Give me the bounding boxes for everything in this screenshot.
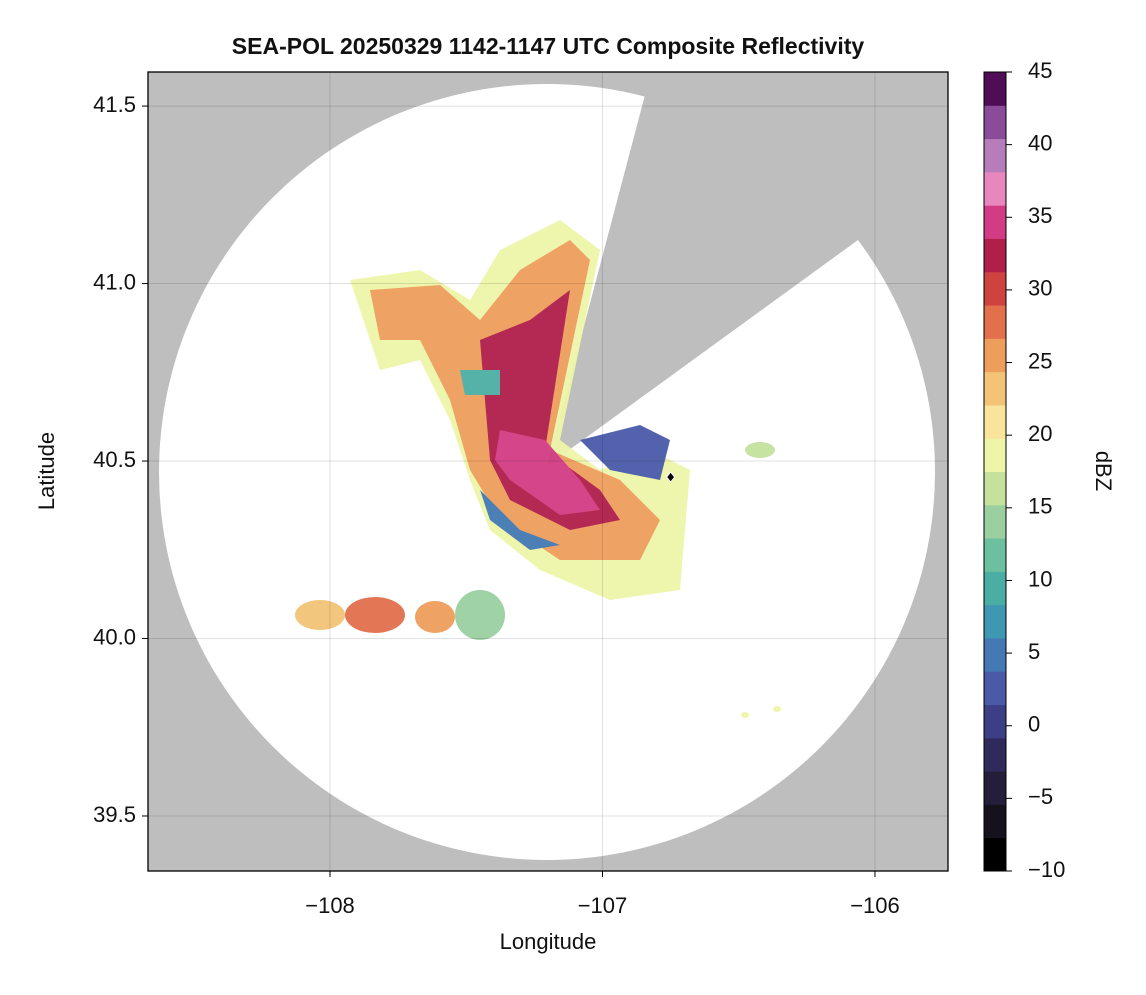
plot-frame bbox=[147, 71, 949, 872]
y-tick-label: 41.0 bbox=[93, 269, 136, 294]
y-tick-label: 40.5 bbox=[93, 447, 136, 472]
colorbar-tick-label: 40 bbox=[1028, 130, 1052, 155]
colorbar-bin bbox=[984, 604, 1006, 639]
y-tick-label: 41.5 bbox=[93, 92, 136, 117]
colorbar-bin bbox=[984, 404, 1006, 439]
x-tick-label: −107 bbox=[578, 893, 628, 918]
colorbar-bin bbox=[984, 271, 1006, 306]
y-tick-label: 39.5 bbox=[93, 802, 136, 827]
colorbar-tick-label: 30 bbox=[1028, 276, 1052, 301]
colorbar-frame bbox=[983, 71, 1007, 872]
colorbar-tick-label: 45 bbox=[1028, 58, 1052, 83]
y-tick-label: 40.0 bbox=[93, 624, 136, 649]
colorbar-tick-label: 10 bbox=[1028, 566, 1052, 591]
colorbar-bin bbox=[984, 471, 1006, 506]
blocked-sector bbox=[547, 72, 898, 466]
y-axis-label: Latitude bbox=[34, 432, 59, 510]
colorbar-tick-label: −10 bbox=[1028, 857, 1065, 882]
colorbar-bin bbox=[984, 804, 1006, 839]
colorbar-tick-label: 25 bbox=[1028, 348, 1052, 373]
echoes bbox=[295, 220, 781, 718]
colorbar-bin bbox=[984, 671, 1006, 706]
colorbar-bin bbox=[984, 171, 1006, 206]
colorbar-tick-label: −5 bbox=[1028, 784, 1053, 809]
colorbar-bin bbox=[984, 704, 1006, 739]
x-axis-label: Longitude bbox=[500, 929, 597, 954]
colorbar-bin bbox=[984, 771, 1006, 805]
colorbar-tick-label: 0 bbox=[1028, 712, 1040, 737]
chart-title: SEA-POL 20250329 1142-1147 UTC Composite… bbox=[232, 33, 865, 59]
colorbar-bin bbox=[984, 72, 1006, 106]
colorbar-bin bbox=[984, 238, 1006, 273]
colorbar-bin bbox=[984, 438, 1006, 472]
x-tick-label: −106 bbox=[850, 893, 900, 918]
colorbar-bin bbox=[984, 138, 1006, 173]
colorbar-bin bbox=[984, 538, 1006, 572]
colorbar-bin bbox=[984, 305, 1006, 339]
colorbar-bin bbox=[984, 571, 1006, 606]
colorbar-bin bbox=[984, 338, 1006, 373]
colorbar-bin bbox=[984, 105, 1006, 140]
colorbar-tick-label: 15 bbox=[1028, 494, 1052, 519]
plot-area bbox=[148, 72, 948, 871]
colorbar-label: dBZ bbox=[1091, 451, 1116, 491]
colorbar-bin bbox=[984, 205, 1006, 239]
colorbar-tick-label: 35 bbox=[1028, 203, 1052, 228]
radar-marker bbox=[665, 471, 676, 483]
colorbar-bin bbox=[984, 504, 1006, 539]
colorbar-tick-label: 5 bbox=[1028, 639, 1040, 664]
colorbar-tick-label: 20 bbox=[1028, 421, 1052, 446]
colorbar-bin bbox=[984, 737, 1006, 772]
x-tick-label: −108 bbox=[305, 893, 355, 918]
colorbar-bin bbox=[984, 371, 1006, 406]
colorbar-bin bbox=[984, 837, 1006, 872]
colorbar-bin bbox=[984, 637, 1006, 672]
